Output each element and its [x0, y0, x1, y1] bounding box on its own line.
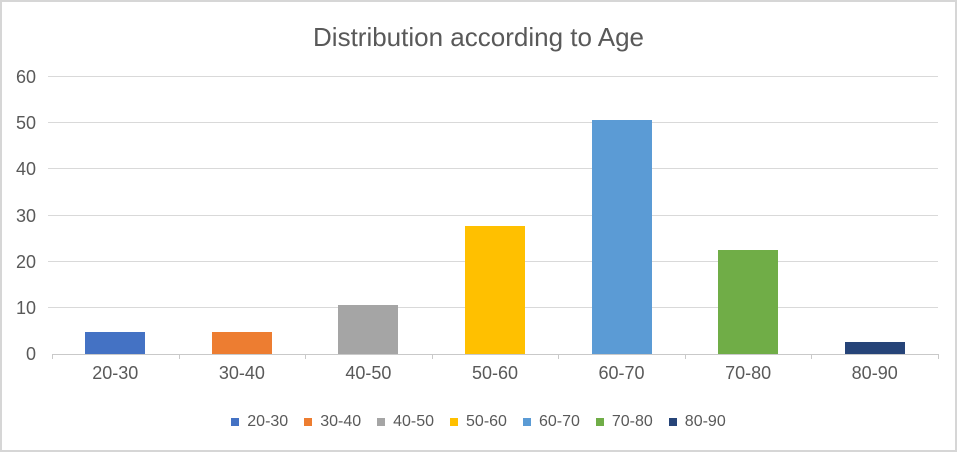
y-axis-label-0: 0 [25, 344, 36, 364]
legend-swatch-icon [668, 418, 677, 426]
legend-label-50-60: 50-60 [466, 413, 507, 430]
y-axis-label-50: 50 [15, 113, 36, 134]
legend-swatch-icon [450, 418, 459, 426]
y-axis: 0 10 20 30 40 50 60 [2, 68, 36, 363]
x-axis-label-50-60: 50-60 [471, 363, 519, 383]
legend-item-30-40: 30-40 [304, 413, 361, 431]
legend-label-60-70: 60-70 [538, 413, 580, 430]
legend-label-40-50: 40-50 [393, 413, 435, 430]
legend: 20-30 30-40 40-50 50-60 60-70 70-80 80-90 [2, 412, 955, 432]
x-axis-label-20-30: 20-30 [92, 363, 139, 383]
legend-item-60-70: 60-70 [522, 413, 580, 431]
bar-60-70 [591, 120, 652, 354]
plot-area [48, 76, 939, 359]
legend-label-80-90: 80-90 [684, 413, 726, 430]
gridline-60 [48, 76, 938, 77]
y-axis-label-20: 20 [15, 251, 36, 272]
x-axis-label-40-50: 40-50 [345, 363, 392, 383]
gridline-30 [48, 214, 938, 216]
legend-item-80-90: 80-90 [668, 413, 726, 431]
y-axis-label-10: 10 [15, 297, 36, 318]
x-axis-tick [558, 354, 560, 359]
gridline-40 [48, 168, 938, 170]
x-axis-tick [305, 354, 307, 359]
x-axis-label-80-90: 80-90 [851, 363, 898, 383]
legend-item-70-80: 70-80 [595, 413, 653, 431]
bar-50-60 [465, 225, 525, 354]
bar-80-90 [844, 342, 905, 354]
legend-swatch-icon [231, 418, 240, 426]
x-axis-tick [811, 354, 813, 359]
bar-20-30 [85, 331, 146, 354]
legend-label-20-30: 20-30 [247, 413, 289, 430]
legend-item-40-50: 40-50 [377, 413, 434, 431]
bar-30-40 [211, 331, 272, 354]
x-axis-label-60-70: 60-70 [598, 363, 645, 383]
y-axis-label-60: 60 [15, 67, 36, 87]
legend-swatch-icon [304, 418, 313, 426]
legend-item-50-60: 50-60 [450, 413, 507, 431]
y-axis-label-40: 40 [15, 159, 36, 180]
x-axis-tick [938, 354, 939, 359]
x-axis: 20-30 30-40 40-50 50-60 60-70 70-80 80-90 [52, 362, 938, 384]
legend-label-30-40: 30-40 [320, 413, 362, 430]
x-axis-label-70-80: 70-80 [725, 363, 772, 383]
x-axis-tick [431, 354, 433, 359]
legend-swatch-icon [595, 418, 604, 426]
legend-label-70-80: 70-80 [611, 413, 653, 430]
x-axis-label-30-40: 30-40 [218, 363, 265, 383]
gridline-50 [48, 122, 938, 124]
x-axis-tick [178, 354, 180, 359]
y-axis-label-30: 30 [15, 205, 36, 226]
legend-swatch-icon [522, 418, 531, 426]
bar-40-50 [338, 305, 399, 354]
legend-item-20-30: 20-30 [231, 413, 288, 431]
chart-title: Distribution according to Age [313, 22, 644, 52]
bar-70-80 [718, 249, 779, 354]
x-axis-tick [52, 354, 53, 359]
legend-swatch-icon [377, 418, 386, 426]
x-axis-tick [684, 354, 686, 359]
